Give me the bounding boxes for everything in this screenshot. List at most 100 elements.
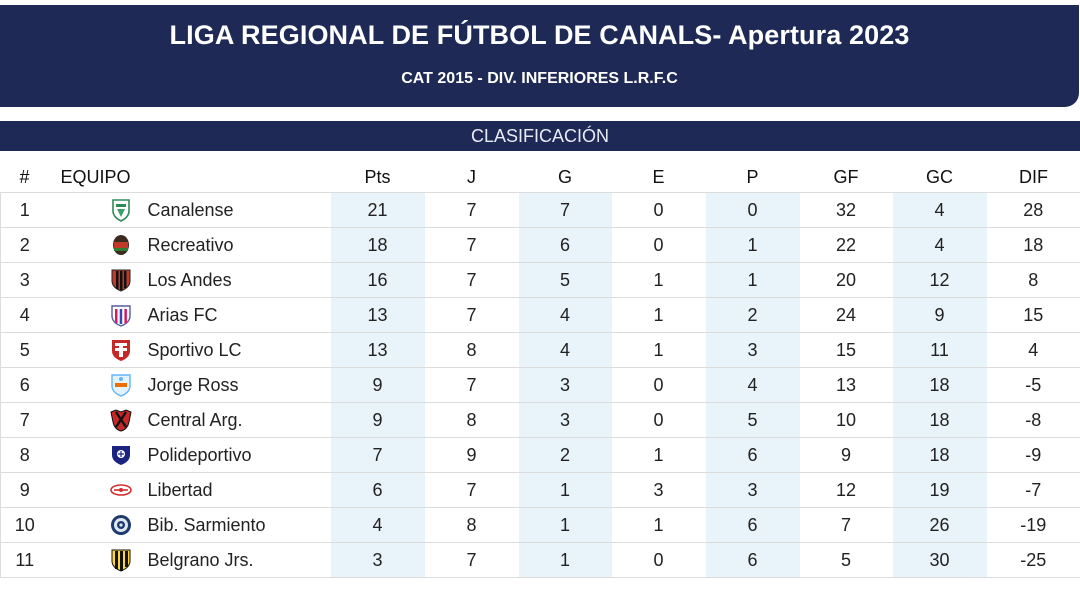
cell-pts: 9 [330,367,425,403]
cell-p: 2 [705,297,800,333]
cell-p: 6 [705,437,800,473]
cell-p: 1 [705,262,800,298]
cell-j: 7 [424,192,519,228]
team-name: Libertad [147,479,213,500]
cell-gc: 12 [892,262,987,298]
cell-e: 1 [611,332,706,368]
cell-g: 4 [518,297,612,333]
cell-gf: 5 [799,542,893,578]
cell-e: 0 [611,192,706,228]
cell-e: 1 [611,297,706,333]
cell-e: 3 [611,472,706,508]
canalense-crest-icon [110,198,132,222]
cell-pos: 4 [0,297,49,333]
table-row: 4 Arias FC 13 7 4 1 2 24 9 15 [0,297,1080,333]
cell-p: 5 [705,402,800,438]
team-name: Bib. Sarmiento [147,514,266,535]
cell-g: 2 [518,437,612,473]
cell-pts: 9 [330,402,425,438]
team-name: Sportivo LC [147,339,242,360]
cell-j: 8 [424,507,519,543]
cell-pos: 10 [0,507,49,543]
cell-j: 7 [424,367,519,403]
cell-gc: 18 [892,367,987,403]
cell-pos: 2 [0,227,49,263]
cell-g: 3 [518,402,612,438]
cell-pos: 1 [0,192,49,228]
col-header-pts: Pts [364,167,391,187]
cell-p: 6 [705,542,800,578]
cell-gc: 26 [892,507,987,543]
cell-dif: 4 [986,332,1080,368]
league-title: LIGA REGIONAL DE FÚTBOL DE CANALS- Apert… [169,20,910,50]
cell-gc: 9 [892,297,987,333]
central-arg-crest-icon [109,408,132,432]
cell-team: Bib. Sarmiento [48,507,331,543]
cell-team: Sportivo LC [48,332,331,368]
recreativo-crest-icon [110,233,132,257]
cell-dif: 15 [986,297,1080,333]
cell-g: 7 [518,192,612,228]
cell-j: 7 [424,227,519,263]
col-header-gf: GF [833,167,859,187]
cell-dif: -25 [986,542,1080,578]
cell-e: 0 [611,542,706,578]
cell-e: 0 [611,227,706,263]
cell-gc: 18 [892,437,987,473]
col-header-g: G [557,167,572,187]
belgrano-jrs-crest-icon [110,548,132,572]
league-header: LIGA REGIONAL DE FÚTBOL DE CANALS- Apert… [0,5,1079,107]
cell-dif: 18 [986,227,1080,263]
cell-pts: 13 [330,332,425,368]
cell-j: 8 [424,402,519,438]
team-name: Polideportivo [147,444,252,465]
team-name: Los Andes [147,269,232,290]
cell-gf: 12 [799,472,893,508]
table-row: 9 Libertad 6 7 1 3 3 12 19 -7 [0,472,1080,508]
cell-team: Canalense [48,192,331,228]
cell-g: 3 [518,367,612,403]
team-name: Jorge Ross [147,374,239,395]
standings-body: 1 Canalense 21 7 7 0 0 32 4 28 2 Recreativo 18 7 6 0 1 22… [0,192,1080,578]
cell-pos: 6 [0,367,49,403]
col-header-p: P [746,167,759,187]
cell-gf: 24 [799,297,893,333]
team-name: Canalense [147,199,234,220]
cell-pts: 13 [330,297,425,333]
cell-dif: -8 [986,402,1080,438]
cell-gc: 4 [892,192,987,228]
cell-gf: 15 [799,332,893,368]
cell-p: 4 [705,367,800,403]
cell-gf: 32 [799,192,893,228]
cell-team: Polideportivo [48,437,331,473]
cell-team: Belgrano Jrs. [48,542,331,578]
cell-e: 1 [611,507,706,543]
cell-p: 3 [705,332,800,368]
cell-gf: 13 [799,367,893,403]
table-row: 1 Canalense 21 7 7 0 0 32 4 28 [0,192,1080,228]
cell-team: Libertad [48,472,331,508]
cell-dif: -7 [986,472,1080,508]
cell-team: Recreativo [48,227,331,263]
cell-j: 7 [424,297,519,333]
cell-j: 7 [424,262,519,298]
team-name: Arias FC [147,304,218,325]
col-header-team: EQUIPO [60,167,131,187]
cell-gc: 4 [892,227,987,263]
table-row: 3 Los Andes 16 7 5 1 1 20 12 8 [0,262,1080,298]
cell-dif: -5 [986,367,1080,403]
cell-e: 1 [611,262,706,298]
cell-g: 1 [518,542,612,578]
table-header-row: # EQUIPO Pts J G E P GF GC DIF [1,163,1080,193]
table-row: 6 Jorge Ross 9 7 3 0 4 13 18 -5 [0,367,1080,403]
cell-p: 1 [705,227,800,263]
col-header-j: J [467,167,476,187]
cell-j: 9 [424,437,519,473]
team-name: Belgrano Jrs. [147,549,254,570]
cell-gc: 18 [892,402,987,438]
cell-e: 0 [611,367,706,403]
table-row: 11 Belgrano Jrs. 3 7 1 0 6 5 30 -25 [0,542,1080,578]
cell-pos: 9 [0,472,49,508]
cell-e: 1 [611,437,706,473]
